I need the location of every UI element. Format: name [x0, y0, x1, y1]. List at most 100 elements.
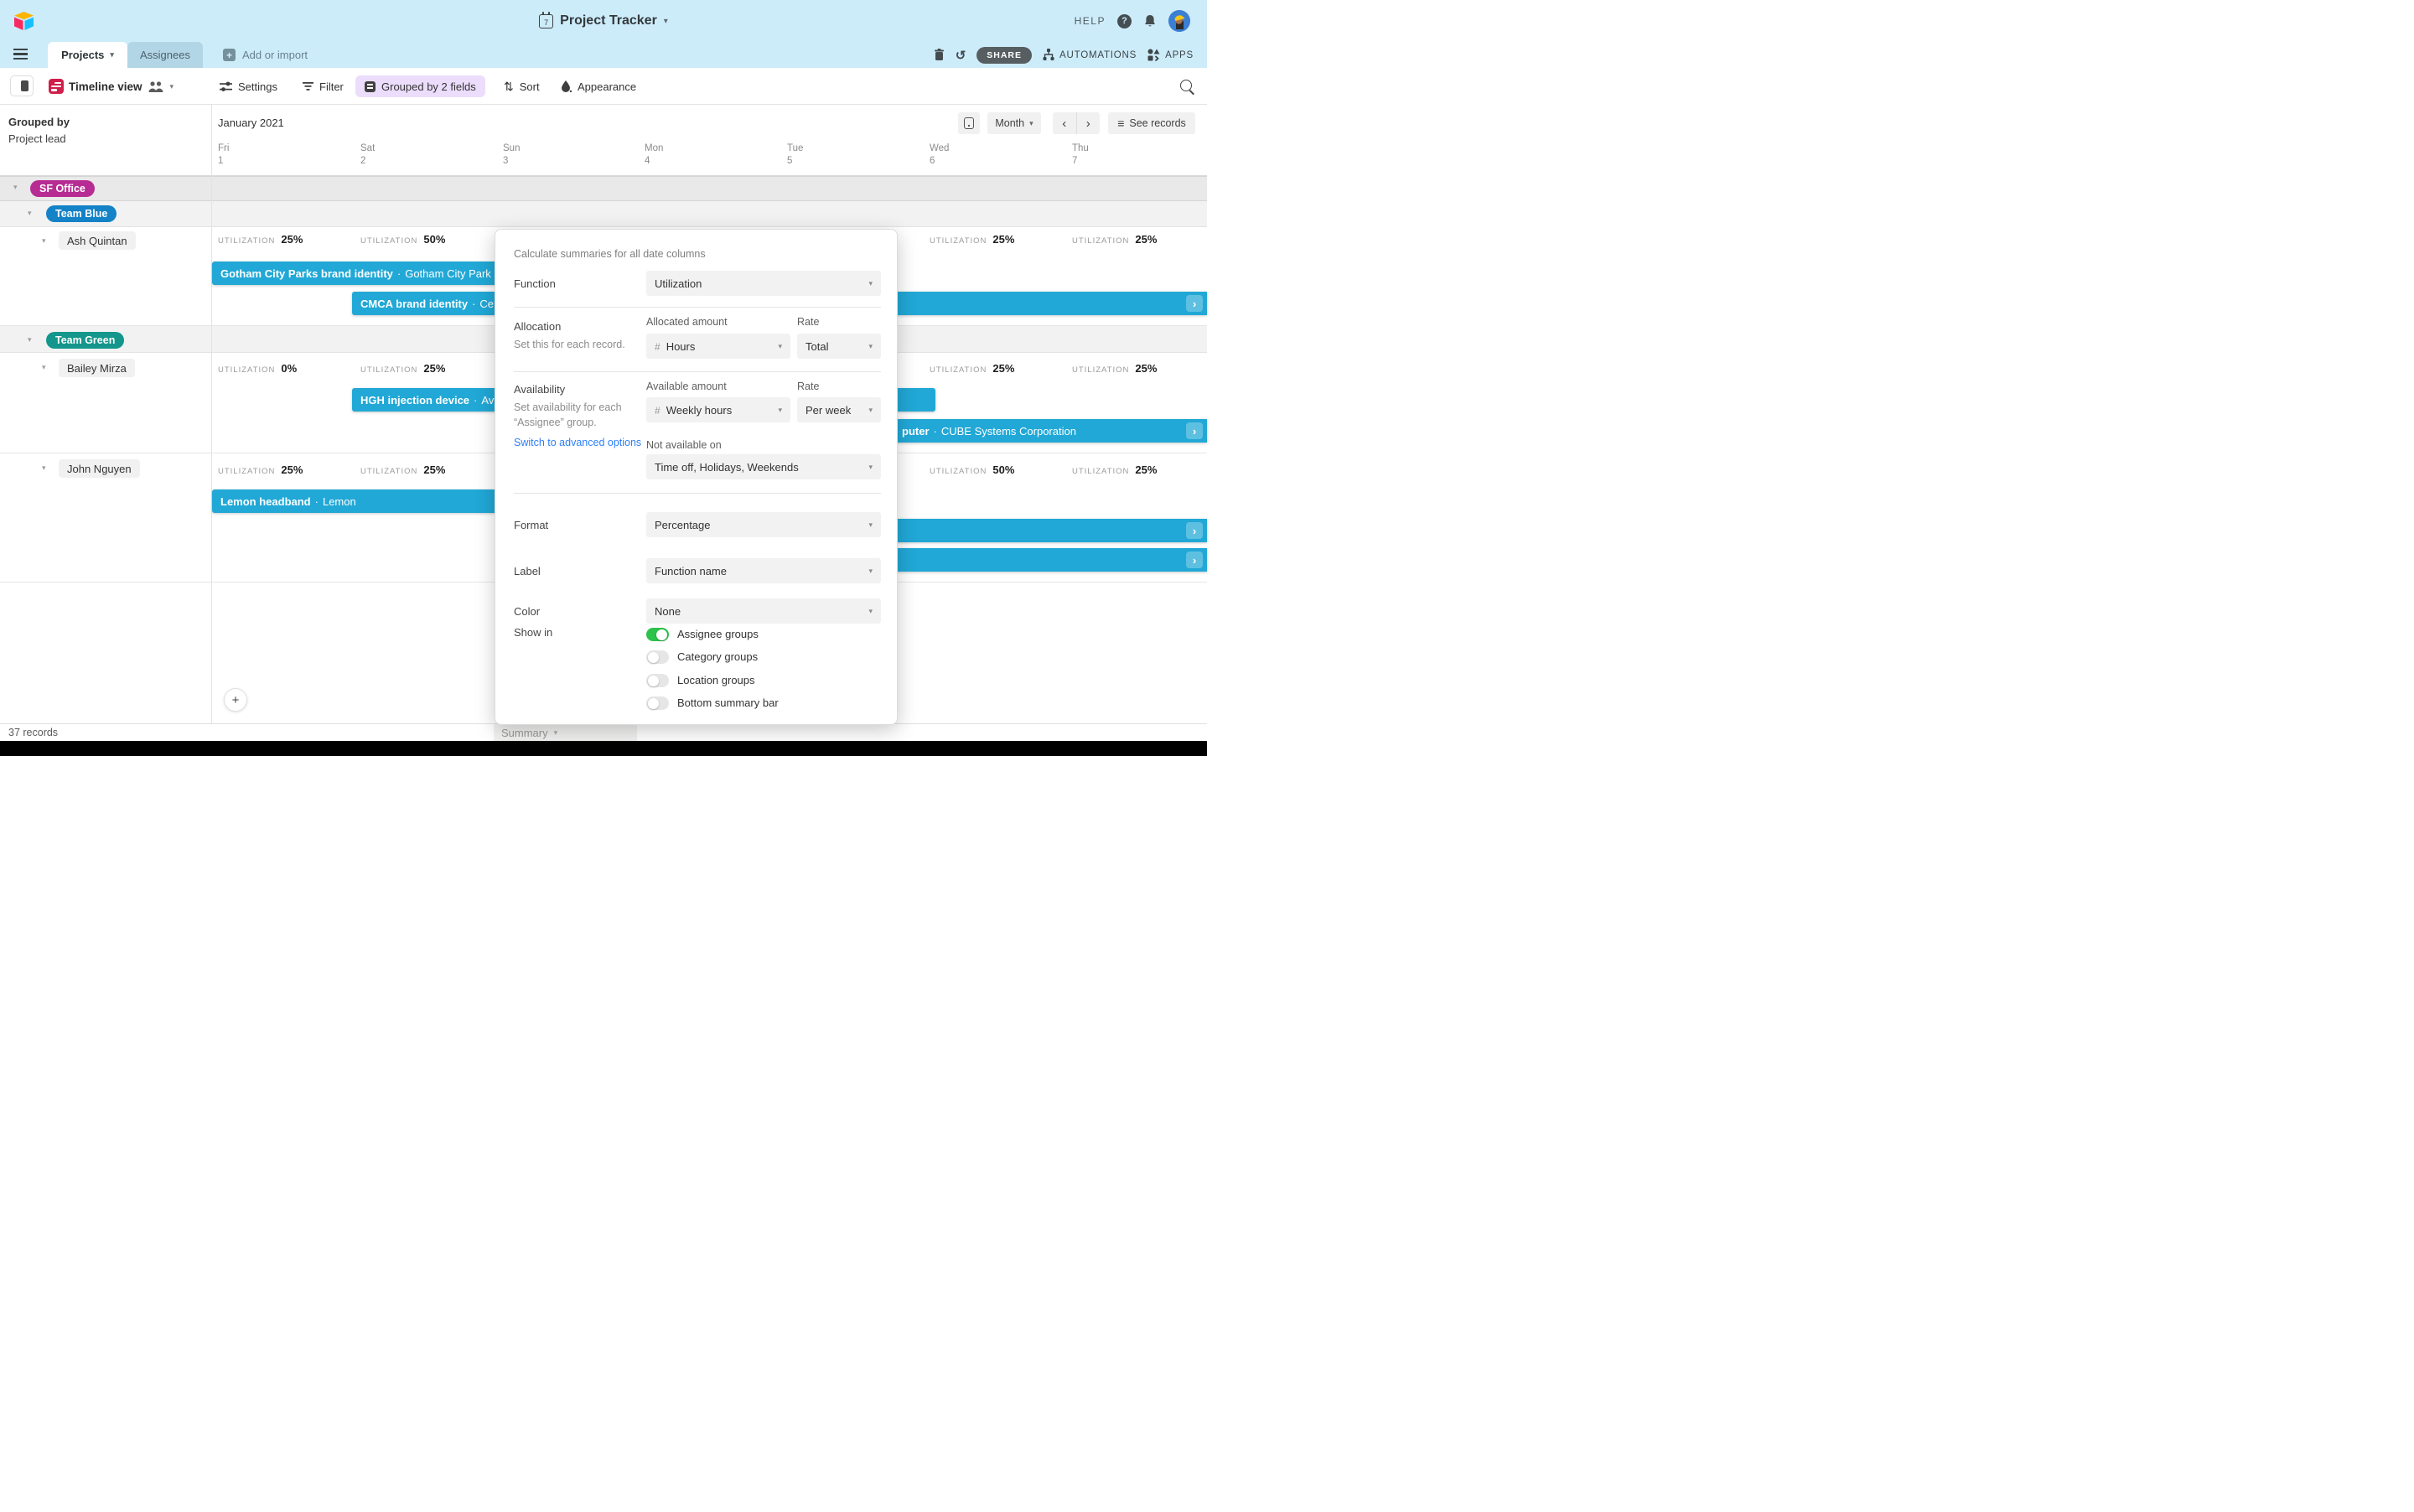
available-amount-select[interactable]: Weekly hours: [646, 397, 790, 422]
label-label: Label: [514, 565, 541, 577]
advanced-options-link[interactable]: Switch to advanced options: [514, 437, 642, 448]
base-title[interactable]: 7 Project Tracker: [0, 0, 1207, 42]
group-icon: [365, 80, 376, 92]
availability-label: Availability: [514, 383, 566, 396]
collapse-caret-icon[interactable]: [42, 363, 46, 372]
person-bailey[interactable]: Bailey Mirza: [59, 359, 135, 377]
grouped-by-button[interactable]: Grouped by 2 fields: [355, 75, 485, 97]
show-in-label: Show in: [514, 626, 553, 639]
tab-assignees[interactable]: Assignees: [127, 42, 203, 68]
utilization-bailey-wed: UTILIZATION 25%: [930, 362, 1015, 375]
sort-label: Sort: [519, 80, 540, 93]
group-badge-team-blue[interactable]: Team Blue: [46, 205, 117, 222]
available-amount-label: Available amount: [646, 381, 727, 392]
person-john[interactable]: John Nguyen: [59, 459, 140, 478]
collapse-caret-icon[interactable]: [28, 335, 32, 344]
format-select[interactable]: Percentage: [646, 512, 881, 537]
grouped-by-field: Project lead: [8, 132, 66, 145]
appearance-button[interactable]: Appearance: [562, 68, 636, 105]
timescale-select[interactable]: Month: [987, 112, 1041, 134]
add-record-button[interactable]: [224, 688, 247, 712]
chevron-down-icon: [868, 279, 873, 288]
person-ash[interactable]: Ash Quintan: [59, 231, 136, 250]
not-available-value: Time off, Holidays, Weekends: [655, 460, 799, 474]
tab-projects[interactable]: Projects: [48, 42, 127, 68]
not-available-select[interactable]: Time off, Holidays, Weekends: [646, 454, 881, 479]
toggle-location-groups-label: Location groups: [677, 674, 755, 686]
divider: [514, 371, 881, 372]
calendar-icon: 7: [539, 11, 554, 28]
utilization-john-thu: UTILIZATION 25%: [1072, 463, 1158, 476]
collapse-caret-icon[interactable]: [42, 236, 46, 246]
filter-button[interactable]: Filter: [303, 68, 344, 105]
group-badge-sf-office[interactable]: SF Office: [30, 180, 95, 197]
sidebar-divider: [211, 105, 212, 741]
availability-rate-select[interactable]: Per week: [797, 397, 881, 422]
utilization-john-fri: UTILIZATION 25%: [218, 463, 303, 476]
notifications-bell-icon[interactable]: [1143, 14, 1157, 28]
toggle-assignee-groups[interactable]: [646, 628, 669, 641]
header-tools: SHARE AUTOMATIONS APPS: [934, 42, 1194, 68]
search-icon[interactable]: [1180, 80, 1192, 91]
day-col-thu: Thu 7: [1072, 143, 1089, 166]
next-page-button[interactable]: [1077, 117, 1101, 131]
collapse-caret-icon[interactable]: [42, 463, 46, 473]
group-badge-team-green[interactable]: Team Green: [46, 332, 125, 349]
prev-page-button[interactable]: [1053, 117, 1076, 131]
avatar[interactable]: [1168, 10, 1190, 32]
settings-button[interactable]: Settings: [220, 68, 277, 105]
collapse-caret-icon[interactable]: [28, 209, 32, 218]
airtable-logo-icon[interactable]: [13, 12, 35, 35]
color-label: Color: [514, 605, 541, 618]
toggle-bottom-summary-bar[interactable]: [646, 696, 669, 710]
tab-projects-label: Projects: [61, 49, 105, 61]
color-select[interactable]: None: [646, 598, 881, 624]
bar-continues-chevron-icon[interactable]: [1186, 551, 1203, 568]
trash-icon[interactable]: [934, 49, 945, 61]
add-or-import-button[interactable]: Add or import: [223, 42, 308, 68]
allocated-amount-label: Allocated amount: [646, 316, 728, 328]
header-right: HELP ?: [1075, 0, 1190, 42]
jump-to-today-button[interactable]: [958, 112, 980, 134]
allocated-amount-select[interactable]: Hours: [646, 334, 790, 359]
view-name-label: Timeline view: [69, 80, 142, 93]
visible-month-label: January 2021: [218, 117, 284, 129]
plus-icon: [223, 49, 236, 61]
function-select[interactable]: Utilization: [646, 271, 881, 296]
see-records-button[interactable]: See records: [1108, 112, 1195, 134]
utilization-john-wed: UTILIZATION 50%: [930, 463, 1015, 476]
collapse-caret-icon[interactable]: [13, 183, 18, 192]
group-row-sf-office: [0, 176, 1207, 201]
bar-continues-chevron-icon[interactable]: [1186, 522, 1203, 539]
sidebar-toggle-button[interactable]: [10, 75, 34, 96]
today-icon: [964, 117, 974, 129]
group-row-team-blue: [0, 201, 1207, 227]
help-icon[interactable]: ?: [1117, 13, 1132, 28]
summary-label: Summary: [501, 727, 548, 739]
chevron-down-icon: [1029, 119, 1033, 128]
apps-button[interactable]: APPS: [1147, 49, 1194, 61]
label-select[interactable]: Function name: [646, 558, 881, 583]
bar-continues-chevron-icon[interactable]: [1186, 422, 1203, 439]
day-col-mon: Mon 4: [645, 143, 664, 166]
bar-continues-chevron-icon[interactable]: [1186, 295, 1203, 312]
toggle-location-groups[interactable]: [646, 674, 669, 687]
availability-subtext-2: “Assignee” group.: [514, 417, 597, 428]
share-button[interactable]: SHARE: [976, 46, 1033, 64]
automations-button[interactable]: AUTOMATIONS: [1043, 49, 1137, 61]
toggle-assignee-groups-label: Assignee groups: [677, 628, 759, 640]
sort-button[interactable]: Sort: [504, 68, 540, 105]
history-icon[interactable]: [956, 48, 966, 63]
help-button[interactable]: HELP: [1074, 15, 1106, 27]
color-value: None: [655, 604, 681, 618]
toggle-category-groups[interactable]: [646, 650, 669, 664]
chevron-down-icon: [868, 567, 873, 576]
allocation-rate-select[interactable]: Total: [797, 334, 881, 359]
toggle-bottom-summary-bar-label: Bottom summary bar: [677, 696, 779, 709]
summary-dropdown[interactable]: Summary: [494, 724, 637, 742]
day-col-tue: Tue 5: [787, 143, 804, 166]
chevron-down-icon: [110, 50, 114, 60]
chevron-down-icon: [868, 463, 873, 472]
menu-hamburger-icon[interactable]: [13, 49, 28, 60]
view-switcher[interactable]: Timeline view: [69, 68, 174, 105]
